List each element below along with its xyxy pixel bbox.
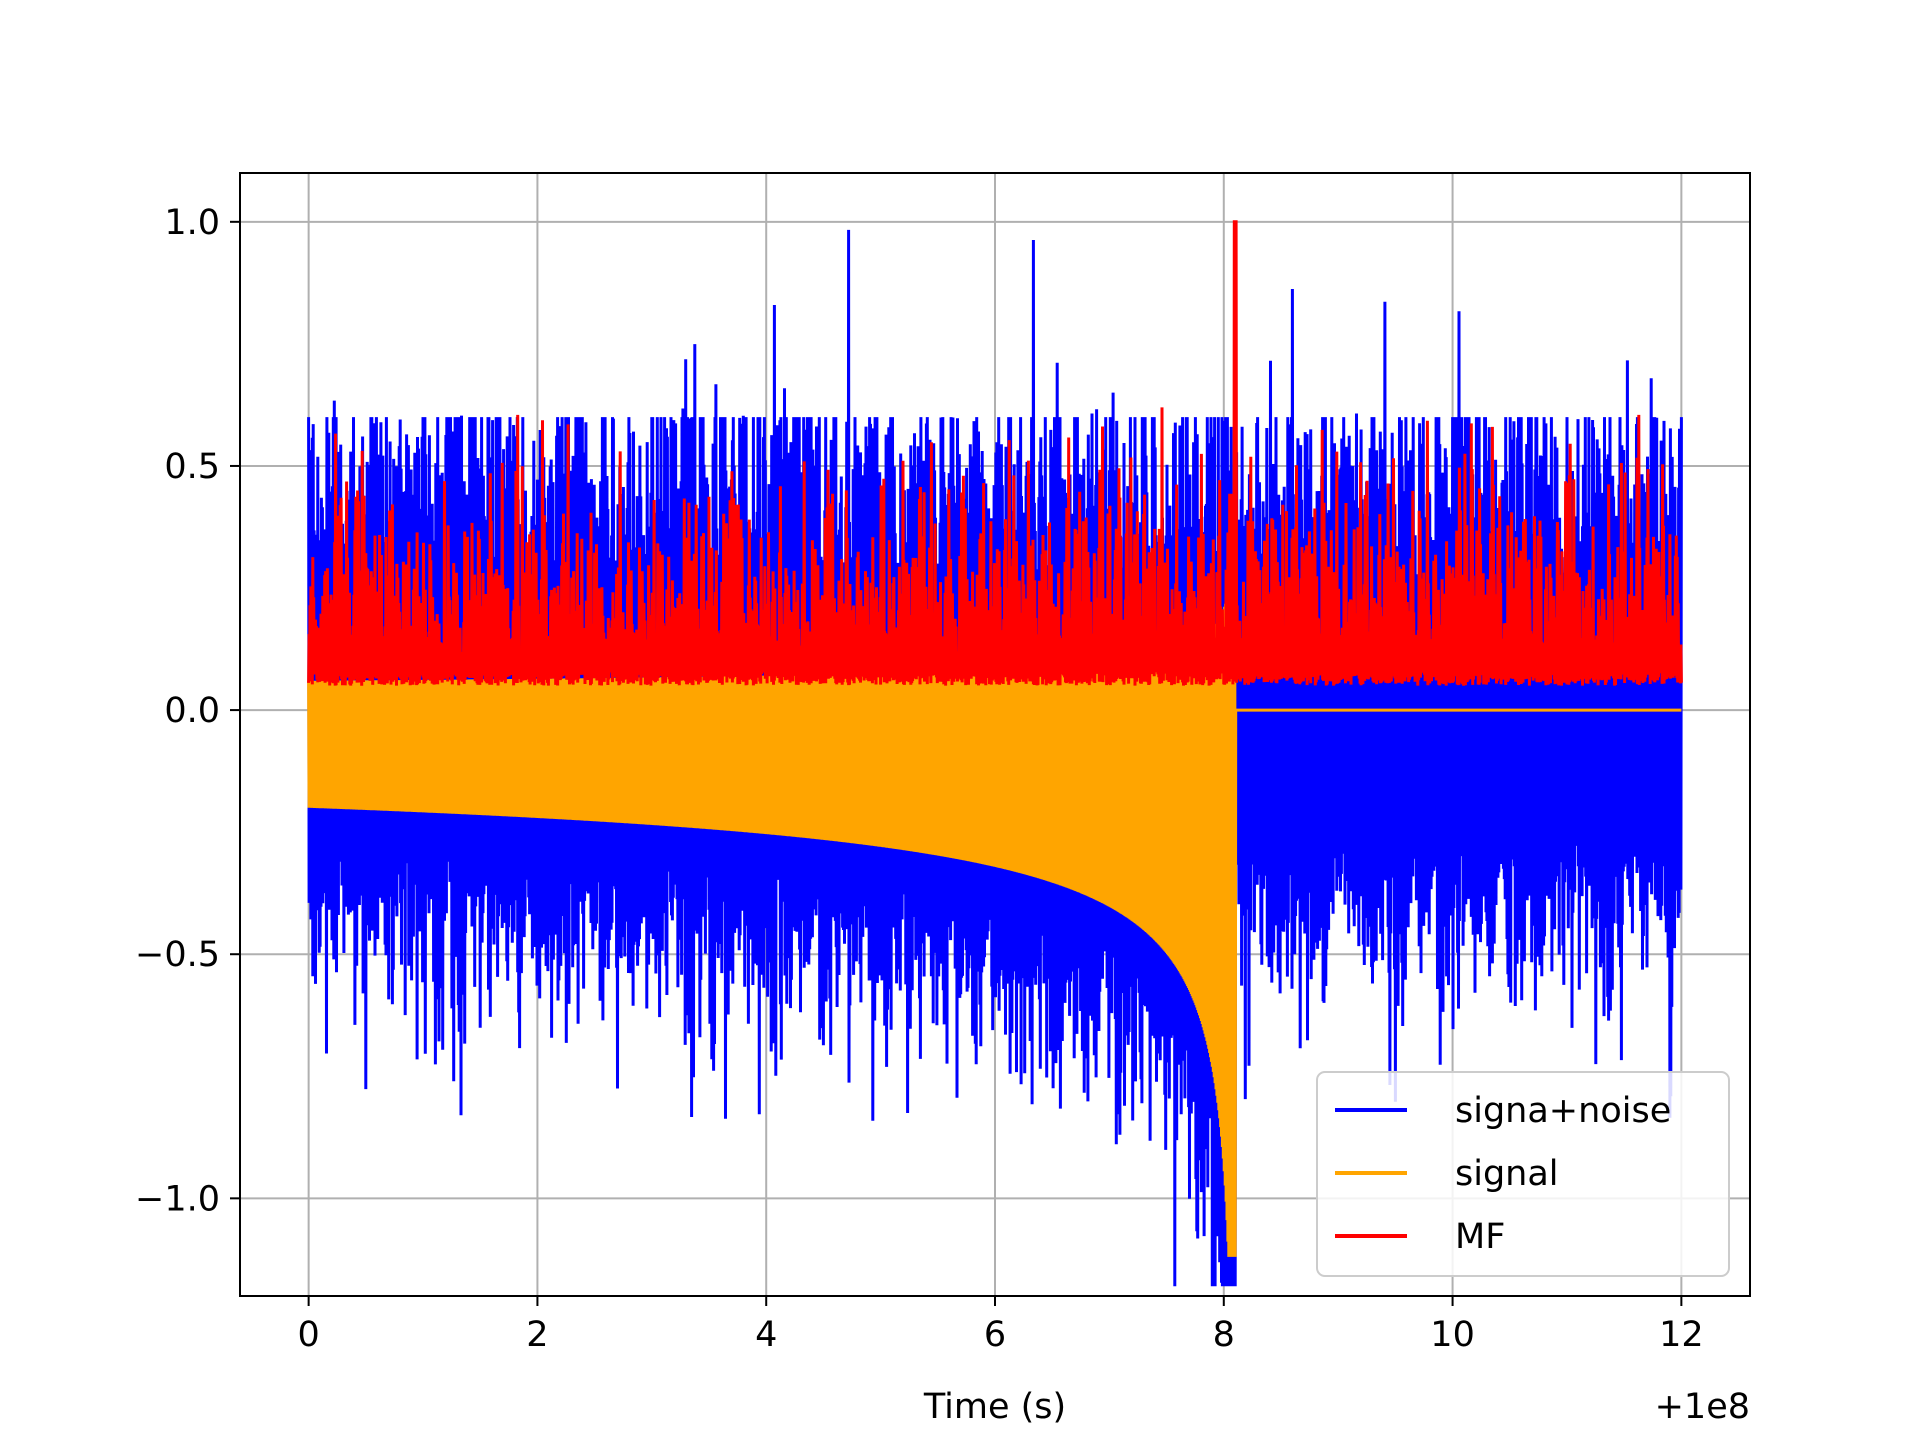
legend: signa+noise signal MF: [1316, 1071, 1730, 1277]
x-tick-label: 4: [755, 1315, 777, 1355]
axes-frame: [239, 172, 1751, 1297]
legend-label: MF: [1455, 1217, 1505, 1257]
y-tick-label: 0.0: [164, 691, 220, 731]
series-layer: [307, 220, 1683, 1287]
x-tick-label: 8: [1213, 1315, 1235, 1355]
x-tick-label: 12: [1659, 1315, 1704, 1355]
series-signa-noise: [307, 229, 1683, 1287]
x-tick-label: 0: [297, 1315, 319, 1355]
x-tick-label: 10: [1430, 1315, 1475, 1355]
x-axis-label: Time (s): [923, 1387, 1066, 1427]
y-tick-label: 0.5: [164, 447, 220, 487]
y-tick-label: 1.0: [164, 203, 220, 243]
y-tick-label: −0.5: [135, 935, 220, 975]
x-tick-label: 2: [526, 1315, 548, 1355]
x-tick-label: 6: [984, 1315, 1006, 1355]
legend-label: signa+noise: [1455, 1091, 1671, 1131]
x-offset-label: +1e8: [1655, 1387, 1750, 1427]
y-ticks: −1.0 −0.5 0.0 0.5 1.0: [135, 203, 240, 1219]
legend-label: signal: [1455, 1154, 1559, 1194]
legend-box: [1316, 1071, 1730, 1277]
y-tick-label: −1.0: [135, 1179, 220, 1219]
x-ticks: 0 2 4 6 8 10 12: [297, 1296, 1704, 1355]
series-mf: [307, 220, 1683, 686]
